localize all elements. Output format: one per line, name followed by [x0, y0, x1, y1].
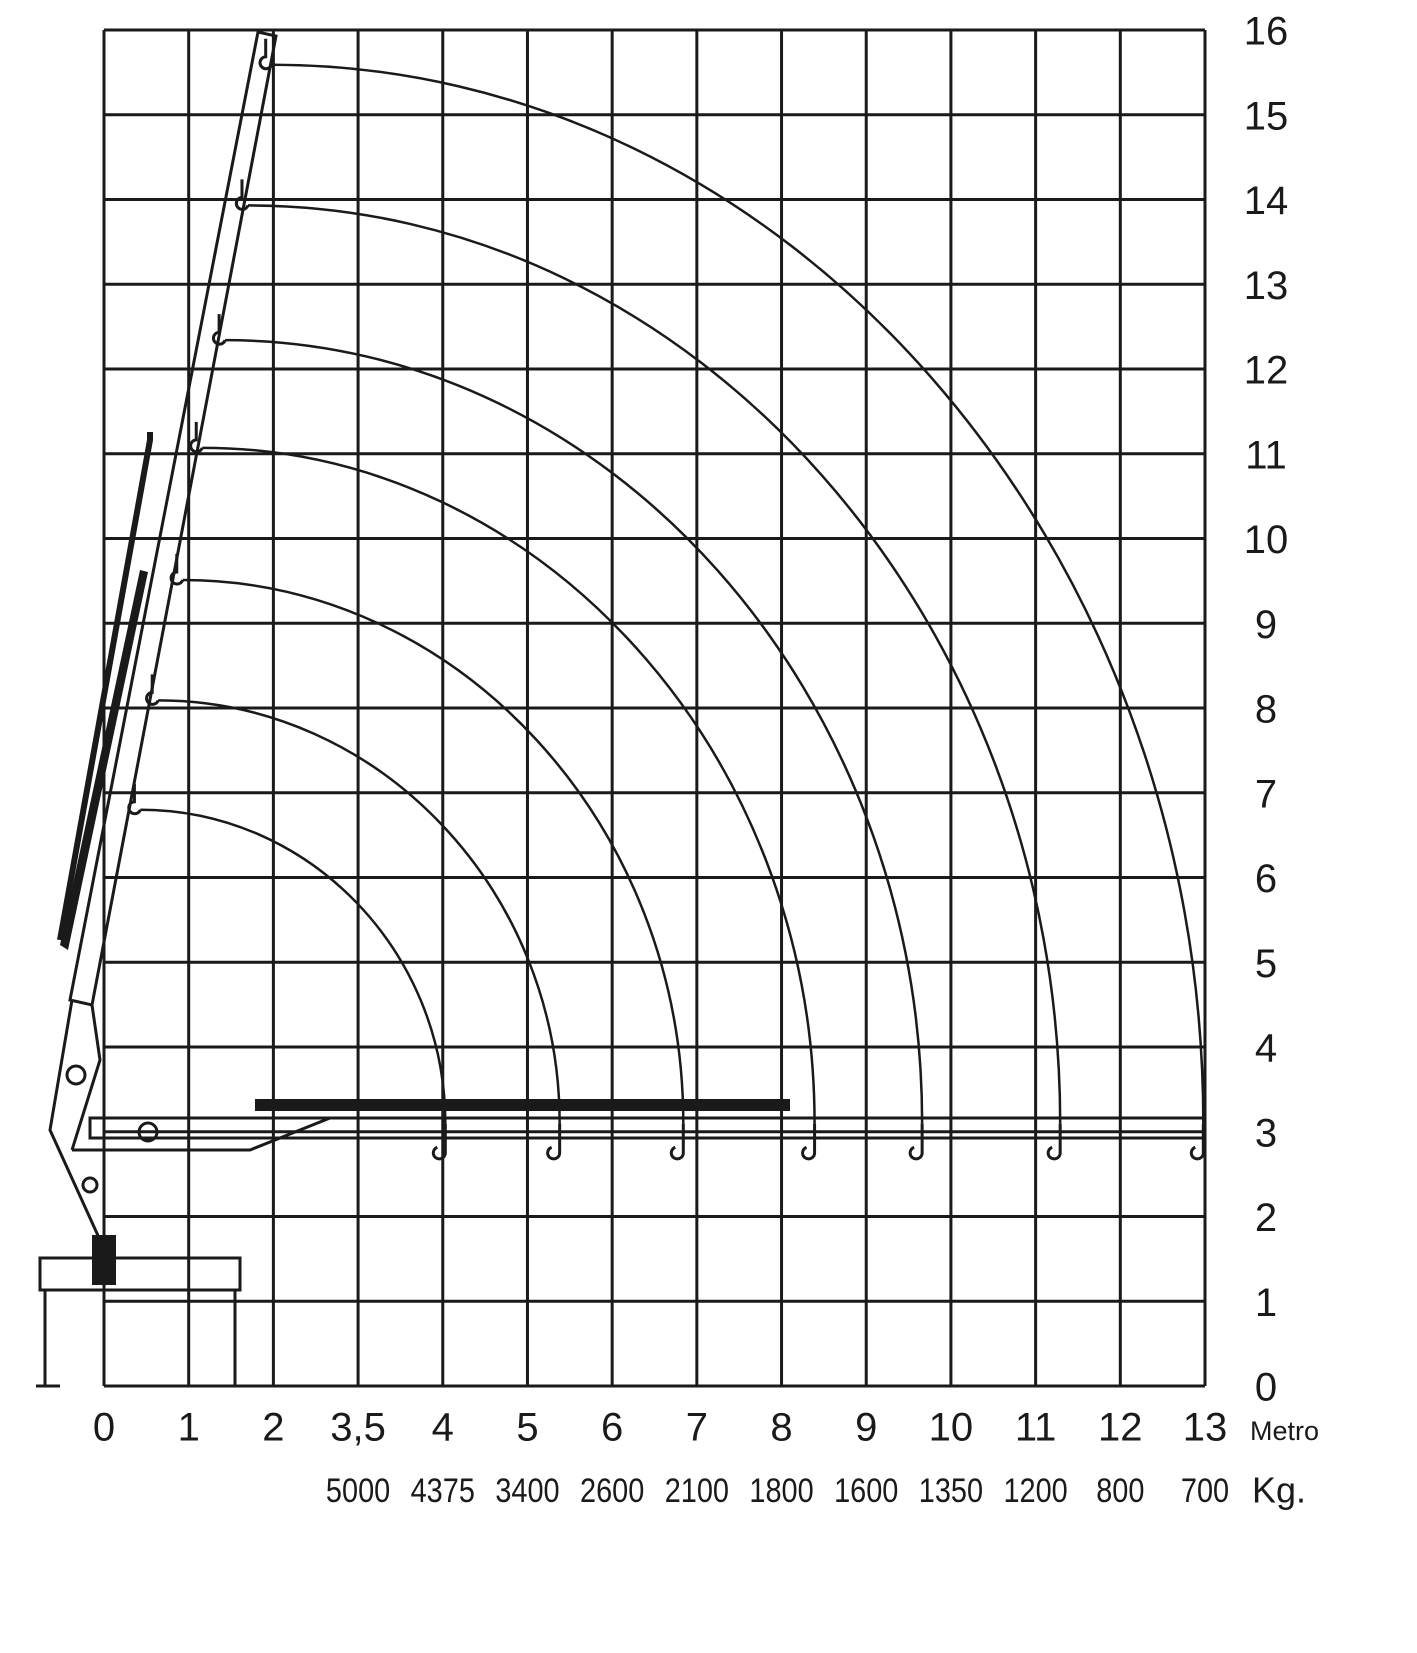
tip-hook	[169, 554, 185, 586]
y-tick-label: 15	[1244, 94, 1289, 138]
y-tick-label: 8	[1255, 688, 1277, 732]
reach-curve	[140, 808, 447, 1124]
hook	[908, 1123, 924, 1161]
y-tick-label: 11	[1245, 433, 1287, 477]
horizontal-boom	[88, 1116, 1207, 1140]
y-tick-label: 4	[1255, 1027, 1277, 1071]
load-label: 2600	[580, 1471, 644, 1510]
hook	[669, 1123, 685, 1161]
x-tick-label: 6	[601, 1406, 623, 1450]
y-tick-label: 13	[1244, 264, 1289, 308]
hook	[1046, 1123, 1062, 1161]
x-tick-label: 11	[1015, 1406, 1057, 1450]
load-label: 3400	[495, 1471, 559, 1510]
y-tick-label: 9	[1255, 603, 1277, 647]
load-unit: Kg.	[1252, 1470, 1306, 1511]
hook	[546, 1123, 562, 1161]
y-tick-label: 12	[1244, 349, 1289, 393]
x-tick-label: 3,5	[330, 1406, 386, 1450]
y-tick-label: 10	[1244, 518, 1289, 562]
y-tick-label: 0	[1255, 1366, 1277, 1410]
reach-curve	[271, 63, 1205, 1124]
x-tick-label: 13	[1183, 1406, 1228, 1450]
column	[48, 999, 102, 1241]
x-tick-label: 12	[1098, 1406, 1143, 1450]
load-label: 700	[1181, 1471, 1229, 1510]
tip-hook	[234, 179, 250, 211]
outrigger	[36, 1290, 248, 1388]
pin	[81, 1176, 99, 1194]
y-tick-label: 1	[1255, 1281, 1277, 1325]
tip-hook	[189, 421, 204, 454]
boom-cylinder	[57, 432, 153, 941]
load-label: 1350	[919, 1471, 983, 1510]
x-tick-label: 4	[432, 1406, 454, 1450]
y-tick-label: 3	[1255, 1111, 1277, 1155]
tip-hook	[258, 38, 274, 71]
y-tick-label: 5	[1255, 942, 1277, 986]
reach-curve	[225, 338, 924, 1124]
x-tick-label: 1	[178, 1406, 200, 1450]
pin	[65, 1064, 87, 1086]
base	[38, 1256, 242, 1292]
hook	[431, 1123, 447, 1161]
tip-hook	[212, 314, 227, 346]
y-tick-label: 16	[1244, 10, 1289, 54]
reach-curve	[158, 699, 561, 1124]
boom	[68, 30, 278, 1007]
reach-curve	[182, 578, 685, 1124]
boom-cylinder-horizontal	[255, 1099, 790, 1111]
load-label: 2100	[665, 1471, 729, 1510]
x-tick-label: 8	[770, 1406, 792, 1450]
hook	[1189, 1123, 1205, 1161]
x-tick-label: 0	[93, 1406, 115, 1450]
x-tick-label: 7	[686, 1406, 708, 1450]
hook	[801, 1123, 817, 1161]
y-tick-label: 6	[1255, 857, 1277, 901]
load-label: 1800	[749, 1471, 813, 1510]
reach-curve	[202, 446, 816, 1124]
load-label: 1600	[834, 1471, 898, 1510]
load-label: 4375	[411, 1471, 475, 1510]
y-tick-label: 14	[1244, 179, 1289, 223]
x-tick-label: 10	[929, 1406, 974, 1450]
load-label: 800	[1096, 1471, 1144, 1510]
reach-curve	[247, 204, 1062, 1124]
x-tick-label: 2	[262, 1406, 284, 1450]
load-label: 5000	[326, 1471, 390, 1510]
x-tick-label: 9	[855, 1406, 877, 1450]
link	[72, 1116, 331, 1152]
x-axis-label: Metro	[1250, 1416, 1319, 1446]
load-label: 1200	[1003, 1471, 1067, 1510]
y-tick-label: 2	[1255, 1196, 1277, 1240]
y-tick-label: 7	[1255, 772, 1277, 816]
tip-hook	[127, 783, 142, 816]
tip-hook	[145, 674, 160, 706]
x-tick-label: 5	[516, 1406, 538, 1450]
